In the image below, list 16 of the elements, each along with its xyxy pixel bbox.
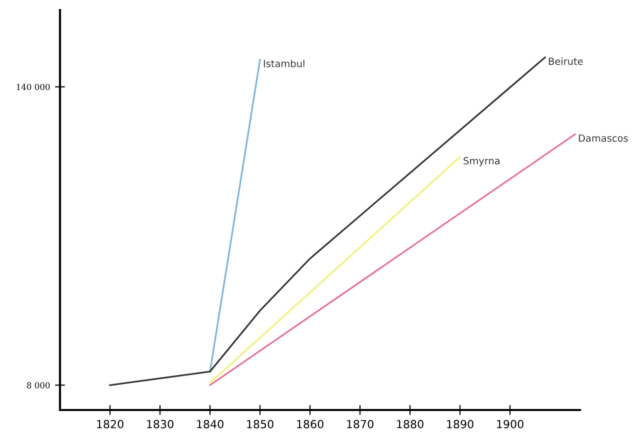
series-label: Istambul (264, 60, 304, 68)
y-tick-label: 8 000 (26, 382, 50, 388)
x-tick-label: 1820 (97, 420, 124, 428)
series-label: Beirute (548, 57, 583, 65)
x-tick-label: 1890 (447, 420, 474, 428)
x-tick-label: 1900 (497, 420, 524, 428)
x-tick-label: 1840 (197, 420, 224, 428)
y-tick-label: 140 000 (16, 84, 50, 90)
x-tick-label: 1880 (397, 420, 424, 428)
series-label: Smyrna (464, 157, 500, 166)
series-label: Damascos (578, 134, 628, 142)
line-series (109, 56, 546, 386)
x-tick-label: 1860 (297, 420, 324, 428)
x-tick-label: 1870 (347, 420, 374, 428)
x-tick-label: 1830 (147, 420, 174, 428)
x-tick-label: 1850 (247, 420, 274, 428)
